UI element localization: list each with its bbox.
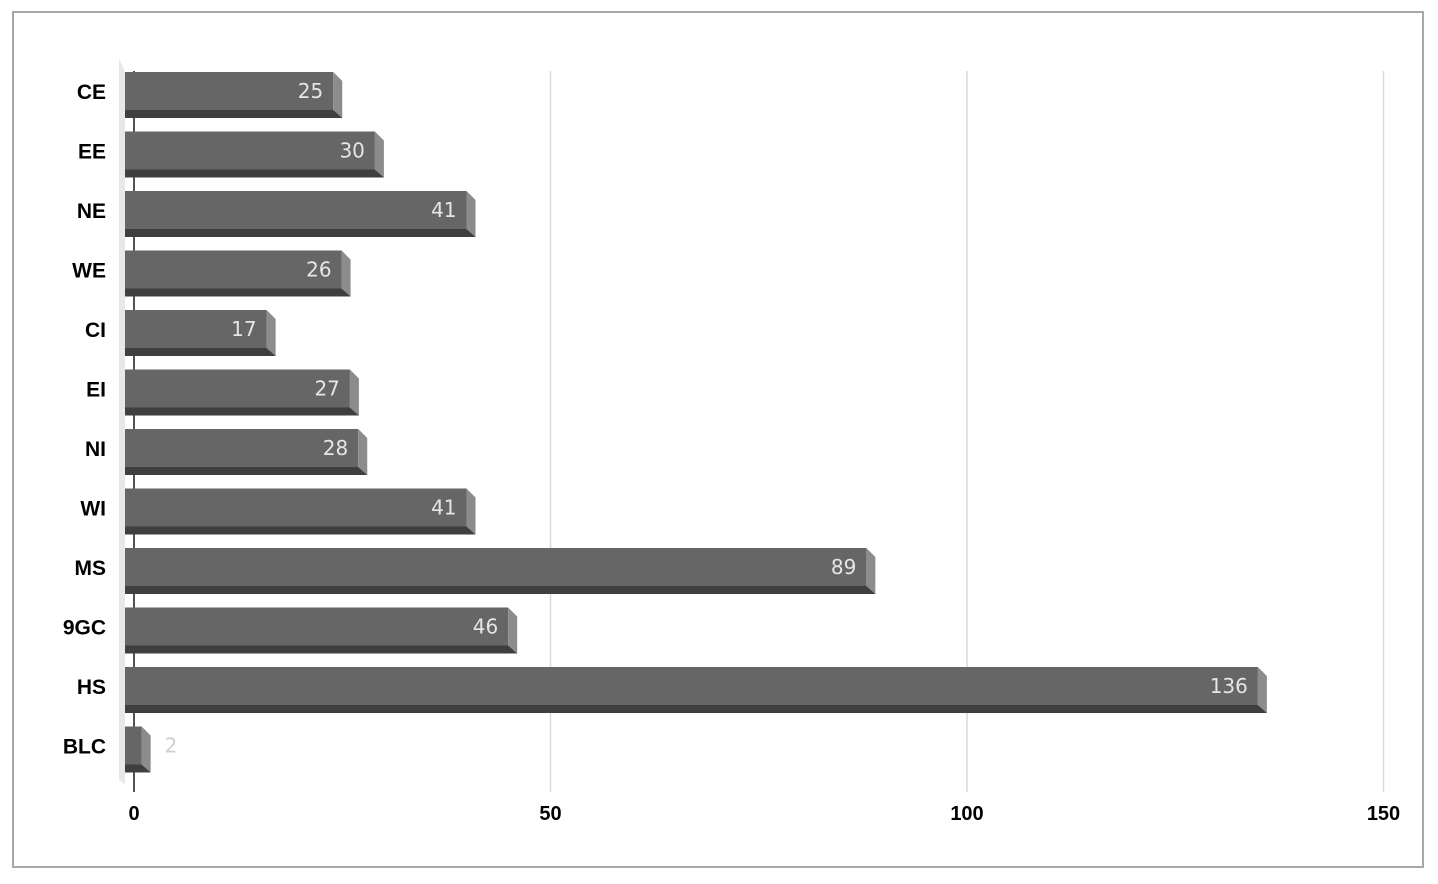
bar-bottom-face bbox=[125, 764, 151, 773]
bar bbox=[125, 607, 509, 646]
bar-value-label: 17 bbox=[231, 317, 256, 341]
bar-end-face bbox=[349, 369, 359, 416]
bar-group: 17 bbox=[125, 310, 276, 356]
bar-group: 46 bbox=[125, 607, 518, 654]
bar bbox=[125, 488, 467, 527]
x-axis-tick-labels: 0 50 100 150 bbox=[128, 803, 1400, 825]
bar-group: 2 bbox=[125, 726, 178, 773]
bar-group: 41 bbox=[125, 488, 476, 535]
bar-value-label: 28 bbox=[323, 436, 348, 460]
bar-end-shadow bbox=[266, 348, 276, 356]
category-label: CE bbox=[77, 81, 106, 104]
bar-bottom-face bbox=[125, 348, 276, 356]
bar-bottom-face bbox=[125, 288, 351, 297]
category-label: CI bbox=[85, 319, 106, 342]
category-label: WE bbox=[72, 260, 106, 283]
bar-bottom-face bbox=[125, 407, 359, 416]
bar-end-shadow bbox=[141, 764, 151, 773]
category-label: EE bbox=[78, 141, 106, 164]
bar-bottom-face bbox=[125, 229, 476, 237]
bar-value-label: 25 bbox=[298, 79, 323, 103]
bar-end-face bbox=[141, 726, 151, 773]
bar-end-shadow bbox=[349, 407, 359, 416]
category-label: HS bbox=[77, 676, 106, 699]
bar bbox=[125, 726, 142, 765]
bar-end-face bbox=[266, 310, 276, 356]
bar-value-label: 46 bbox=[473, 615, 498, 639]
x-tick-label: 100 bbox=[950, 803, 983, 825]
bar-bottom-face bbox=[125, 645, 518, 654]
bar-value-label: 41 bbox=[431, 198, 456, 222]
bar-group: 27 bbox=[125, 369, 359, 416]
bar-end-shadow bbox=[333, 110, 343, 118]
bar bbox=[125, 429, 359, 467]
x-tick-label: 0 bbox=[128, 803, 139, 825]
bar bbox=[125, 250, 342, 289]
bar-bottom-face bbox=[125, 526, 476, 535]
bar-group: 41 bbox=[125, 191, 476, 237]
bar-value-label: 89 bbox=[831, 555, 856, 579]
bar-group: 26 bbox=[125, 250, 351, 297]
x-tick-label: 50 bbox=[539, 803, 561, 825]
bar-bottom-face bbox=[125, 169, 384, 178]
bar-end-face bbox=[1257, 667, 1267, 713]
bar-end-shadow bbox=[466, 526, 476, 535]
bar bbox=[125, 310, 267, 348]
bar-end-shadow bbox=[358, 467, 368, 475]
bar-end-shadow bbox=[466, 229, 476, 237]
bar-end-face bbox=[333, 72, 343, 118]
bar-bottom-face bbox=[125, 705, 1267, 713]
bar-value-label: 26 bbox=[306, 258, 331, 282]
bar-end-shadow bbox=[374, 169, 384, 178]
category-labels: CE EE NE WE CI EI NI WI MS 9GC HS BLC bbox=[63, 81, 106, 759]
bar-end-face bbox=[866, 548, 876, 594]
bar-end-face bbox=[341, 250, 351, 297]
category-label: NI bbox=[85, 438, 106, 461]
bars: 25 30 41 26 17 27 28 41 89 46 136 2 bbox=[125, 72, 1267, 773]
bar-end-shadow bbox=[341, 288, 351, 297]
bar-value-label: 136 bbox=[1210, 674, 1248, 698]
bar-end-shadow bbox=[1257, 705, 1267, 713]
bar-group: 89 bbox=[125, 548, 876, 594]
bar-group: 30 bbox=[125, 131, 384, 178]
category-label: EI bbox=[86, 379, 106, 402]
floor-wall bbox=[119, 58, 125, 784]
bar-end-face bbox=[374, 131, 384, 178]
bar-value-label: 41 bbox=[431, 496, 456, 520]
category-label: NE bbox=[77, 200, 106, 223]
bar-end-face bbox=[466, 488, 476, 535]
bar bbox=[125, 369, 350, 408]
bar-end-face bbox=[508, 607, 518, 654]
category-label: WI bbox=[80, 498, 106, 521]
bar-bottom-face bbox=[125, 110, 343, 118]
bar bbox=[125, 548, 867, 586]
bar-group: 136 bbox=[125, 667, 1267, 713]
category-label: MS bbox=[75, 557, 107, 580]
bar-group: 25 bbox=[125, 72, 343, 118]
bar-value-label: 2 bbox=[165, 734, 178, 758]
bar-value-label: 30 bbox=[339, 139, 364, 163]
bar bbox=[125, 131, 375, 170]
bar bbox=[125, 191, 467, 229]
bar bbox=[125, 667, 1258, 705]
bar bbox=[125, 72, 334, 110]
bar-end-shadow bbox=[508, 645, 518, 654]
bar-bottom-face bbox=[125, 586, 876, 594]
bar-end-face bbox=[358, 429, 368, 475]
bar-end-shadow bbox=[866, 586, 876, 594]
category-label: 9GC bbox=[63, 617, 106, 640]
bar-value-label: 27 bbox=[314, 377, 339, 401]
bar-end-face bbox=[466, 191, 476, 237]
x-tick-label: 150 bbox=[1367, 803, 1400, 825]
bar-bottom-face bbox=[125, 467, 368, 475]
bar-group: 28 bbox=[125, 429, 368, 475]
category-label: BLC bbox=[63, 736, 106, 759]
